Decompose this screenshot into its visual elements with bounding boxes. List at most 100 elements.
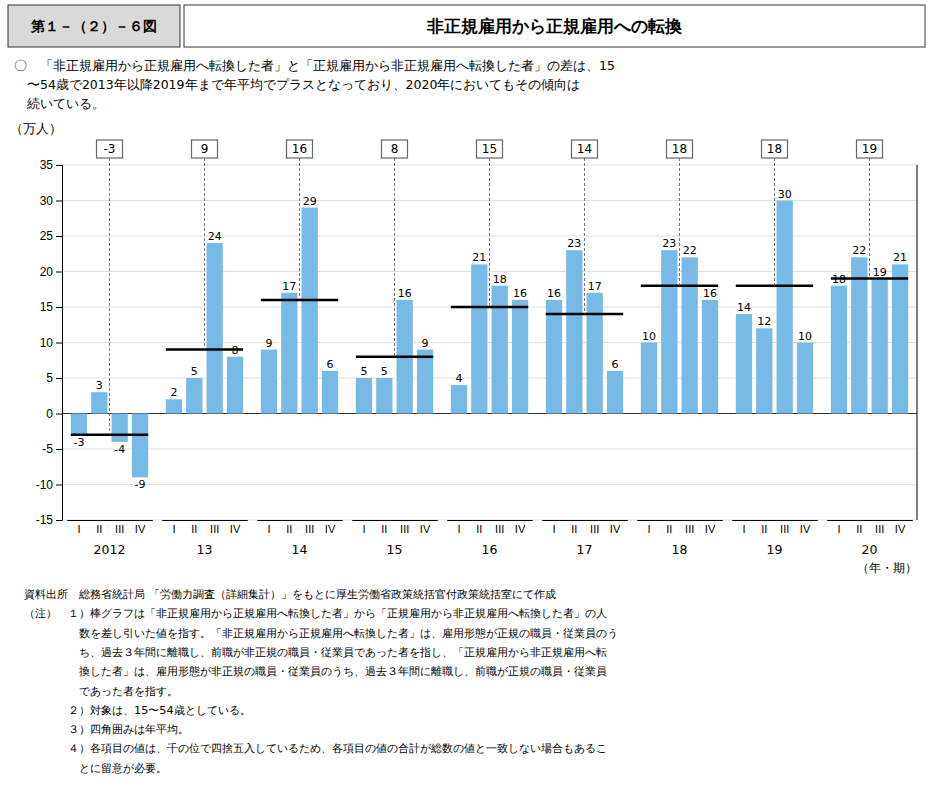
y-tick-label: 10	[40, 336, 54, 350]
y-tick: 15	[40, 300, 62, 314]
note-line: ２）対象は、15〜54歳としている。	[24, 704, 251, 717]
bar	[376, 378, 392, 414]
bar	[777, 201, 793, 414]
data-label: 6	[612, 358, 619, 371]
bar	[471, 264, 487, 413]
x-tick-label: I	[552, 523, 555, 535]
average-label: 16	[292, 142, 307, 156]
bar	[682, 257, 698, 413]
y-tick-line	[56, 236, 62, 237]
average-label: -3	[104, 142, 116, 156]
x-tick: III	[875, 520, 884, 535]
data-label: 2	[170, 386, 177, 399]
x-tick: II	[476, 520, 482, 535]
x-axis: IIIIIIIV	[162, 520, 248, 535]
x-tick: I	[552, 520, 555, 535]
bar	[797, 343, 813, 414]
y-tick-line	[56, 165, 62, 166]
data-label: 17	[588, 280, 602, 293]
grid-line	[62, 484, 917, 485]
x-axis-line	[637, 520, 723, 521]
average-connector	[299, 158, 300, 300]
x-tick-label: I	[457, 523, 460, 535]
data-label: 17	[282, 280, 296, 293]
x-tick-label: IV	[420, 523, 431, 535]
x-tick: III	[780, 520, 789, 535]
x-label: （年・期）	[857, 561, 917, 575]
average-connector	[869, 158, 870, 279]
data-label: -3	[73, 436, 84, 449]
x-tick-label: I	[267, 523, 270, 535]
data-label: 3	[96, 379, 103, 392]
x-tick-label: II	[191, 523, 197, 535]
data-label: 21	[893, 251, 907, 264]
y-tick-label: 25	[40, 229, 54, 243]
x-tick: II	[666, 520, 672, 535]
x-tick-label: IV	[610, 523, 621, 535]
bar	[302, 208, 318, 414]
x-tick-label: III	[400, 523, 409, 535]
x-tick-label: I	[742, 523, 745, 535]
note-line: （注） １）棒グラフは「非正規雇用から正規雇用へ転換した者」から「正規雇用から非…	[24, 607, 607, 620]
x-tick-label: IV	[705, 523, 716, 535]
y-tick: -5	[42, 442, 62, 456]
average-box	[857, 140, 883, 158]
data-label: 22	[852, 244, 866, 257]
average-label: 18	[672, 142, 687, 156]
x-axis-line	[162, 520, 248, 521]
average-label: 8	[391, 142, 399, 156]
bar	[587, 293, 603, 414]
bar	[71, 414, 87, 435]
y-tick: 30	[40, 194, 62, 208]
x-tick-label: II	[381, 523, 387, 535]
note-line: ち、過去３年間に離職し、前職が非正規の職員・従業員であった者を指し、「正規雇用か…	[24, 646, 607, 659]
x-tick-label: IV	[895, 523, 906, 535]
data-label: 16	[547, 287, 561, 300]
title-box	[184, 5, 925, 47]
x-tick: I	[647, 520, 650, 535]
x-tick: II	[571, 520, 577, 535]
y-tick-line	[56, 201, 62, 202]
y-label: （万人）	[10, 121, 62, 136]
y-tick: -10	[36, 478, 62, 492]
average-box	[762, 140, 788, 158]
bar	[661, 250, 677, 413]
bar	[91, 392, 107, 413]
y-tick: 35	[40, 158, 62, 172]
bar	[736, 314, 752, 413]
average-label: 14	[577, 142, 592, 156]
bar	[356, 378, 372, 414]
bar	[641, 343, 657, 414]
subtitle: 〇 「非正規雇用から正規雇用へ転換した者」と「正規雇用から非正規雇用へ転換した者…	[14, 58, 615, 111]
average-box	[667, 140, 693, 158]
y-tick-line	[56, 414, 62, 415]
bar	[492, 286, 508, 414]
x-tick: IV	[895, 520, 906, 535]
y-tick-line	[56, 449, 62, 450]
x-tick-label: IV	[515, 523, 526, 535]
data-label: 10	[798, 330, 812, 343]
data-label: 16	[703, 287, 717, 300]
y-tick-label: 20	[40, 265, 54, 279]
data-label: 4	[455, 372, 462, 385]
x-tick-label: IV	[135, 523, 146, 535]
x-tick-label: III	[875, 523, 884, 535]
bar	[166, 399, 182, 413]
data-label: 22	[683, 244, 697, 257]
x-tick: I	[77, 520, 80, 535]
x-tick: III	[400, 520, 409, 535]
average-box	[192, 140, 218, 158]
note-line: ４）各項目の値は、千の位で四捨五入しているため、各項目の値の合計が総数の値と一致…	[24, 742, 607, 755]
x-tick: IV	[800, 520, 811, 535]
data-label: 16	[398, 287, 412, 300]
notes: 資料出所 総務省統計局 「労働力調査（詳細集計）」をもとに厚生労働省政策統括官付…	[24, 588, 618, 775]
average-box	[477, 140, 503, 158]
x-tick-label: I	[837, 523, 840, 535]
x-tick: II	[286, 520, 292, 535]
bar	[186, 378, 202, 414]
x-axis: IIIIIIIV	[352, 520, 438, 535]
data-label: 18	[493, 273, 507, 286]
bar	[607, 371, 623, 414]
x-tick: I	[837, 520, 840, 535]
x-tick-label: III	[685, 523, 694, 535]
